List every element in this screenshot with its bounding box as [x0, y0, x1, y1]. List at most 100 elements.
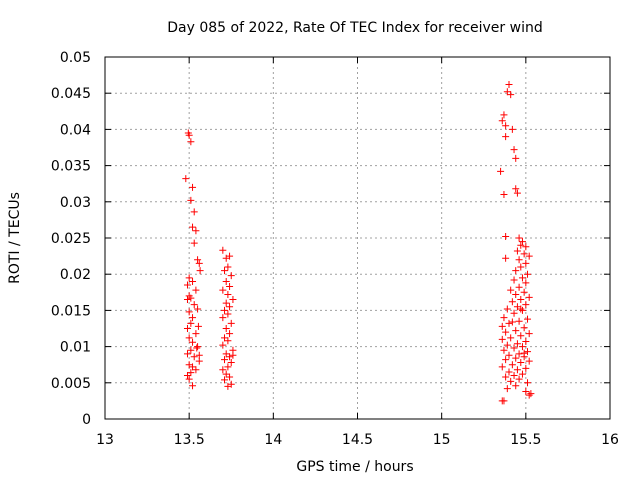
- data-point: [227, 272, 235, 280]
- data-point: [524, 270, 532, 278]
- y-tick-label: 0.05: [60, 50, 91, 66]
- y-tick-label: 0.005: [51, 376, 91, 392]
- data-point: [505, 81, 513, 89]
- data-point: [525, 357, 533, 365]
- data-point: [524, 379, 532, 387]
- data-point: [507, 377, 515, 385]
- data-point: [508, 125, 516, 133]
- data-point: [520, 288, 528, 296]
- data-point: [185, 274, 193, 282]
- data-point: [517, 305, 525, 313]
- data-point: [508, 298, 516, 306]
- data-point: [185, 308, 193, 316]
- data-point: [518, 274, 526, 282]
- data-point: [512, 327, 520, 335]
- plot-frame: [104, 56, 611, 420]
- data-point: [196, 267, 204, 275]
- data-point: [194, 322, 202, 330]
- data-point: [195, 259, 203, 267]
- data-point: [219, 286, 227, 294]
- data-point: [507, 286, 515, 294]
- data-point: [517, 263, 525, 271]
- data-point: [522, 301, 530, 309]
- data-point: [497, 167, 505, 175]
- data-point: [192, 227, 200, 235]
- data-point: [221, 334, 229, 342]
- data-point: [498, 363, 506, 371]
- data-point: [510, 276, 518, 284]
- y-tick-label: 0.01: [60, 340, 91, 356]
- data-point: [227, 319, 235, 327]
- data-point: [193, 344, 201, 352]
- data-point: [525, 293, 533, 301]
- data-point: [515, 317, 523, 325]
- data-point: [190, 301, 198, 309]
- data-point: [226, 353, 234, 361]
- data-point: [226, 252, 234, 260]
- data-point: [510, 344, 518, 352]
- data-point: [522, 243, 530, 251]
- data-point: [505, 319, 513, 327]
- data-point: [498, 117, 506, 125]
- y-tick-labels: 0 0.005 0.01 0.015 0.02 0.025 0.03 0.035 0.04 0.0…: [51, 50, 91, 428]
- data-point: [183, 372, 191, 380]
- data-point: [502, 356, 510, 364]
- data-point: [189, 338, 197, 346]
- data-point: [219, 341, 227, 349]
- data-points: [182, 81, 535, 405]
- data-point: [222, 277, 230, 285]
- data-point: [503, 305, 511, 313]
- data-point: [520, 349, 528, 357]
- data-point: [190, 208, 198, 216]
- data-point: [194, 305, 202, 313]
- data-point: [515, 234, 523, 242]
- data-point: [192, 286, 200, 294]
- data-point: [192, 330, 200, 338]
- data-point: [222, 350, 230, 358]
- x-tick-label: 13: [96, 432, 114, 448]
- data-point: [187, 319, 195, 327]
- data-point: [219, 314, 227, 322]
- data-point: [183, 281, 191, 289]
- data-point: [527, 390, 535, 398]
- chart-title: Day 085 of 2022, Rate Of TEC Index for r…: [167, 20, 542, 36]
- data-point: [183, 325, 191, 332]
- y-tick-label: 0.045: [51, 86, 91, 102]
- data-point: [520, 250, 528, 258]
- data-point: [498, 397, 506, 405]
- data-point: [507, 91, 515, 99]
- data-point: [189, 183, 197, 191]
- data-point: [518, 238, 526, 246]
- data-point: [508, 318, 516, 326]
- data-point: [500, 111, 508, 119]
- data-point: [194, 256, 202, 264]
- data-point: [190, 353, 198, 361]
- data-point: [518, 306, 526, 314]
- data-point: [498, 335, 506, 343]
- data-point: [224, 337, 232, 345]
- data-point: [195, 351, 203, 359]
- y-tick-label: 0.035: [51, 159, 91, 175]
- data-point: [525, 330, 533, 338]
- data-point: [524, 348, 532, 356]
- data-point: [513, 189, 521, 197]
- data-point: [522, 387, 530, 395]
- data-point: [522, 279, 530, 287]
- data-point: [520, 324, 528, 332]
- data-point: [187, 346, 195, 354]
- data-point: [512, 354, 520, 362]
- data-point: [227, 359, 235, 367]
- data-point: [518, 370, 526, 378]
- data-point: [512, 267, 520, 275]
- gridlines: [105, 57, 610, 419]
- data-point: [185, 375, 193, 383]
- data-point: [502, 373, 510, 381]
- data-point: [517, 332, 525, 340]
- data-point: [221, 306, 229, 314]
- data-point: [224, 310, 232, 318]
- data-point: [517, 296, 525, 304]
- data-point: [503, 88, 511, 96]
- data-point: [502, 122, 510, 130]
- data-point: [517, 359, 525, 367]
- data-point: [508, 361, 516, 369]
